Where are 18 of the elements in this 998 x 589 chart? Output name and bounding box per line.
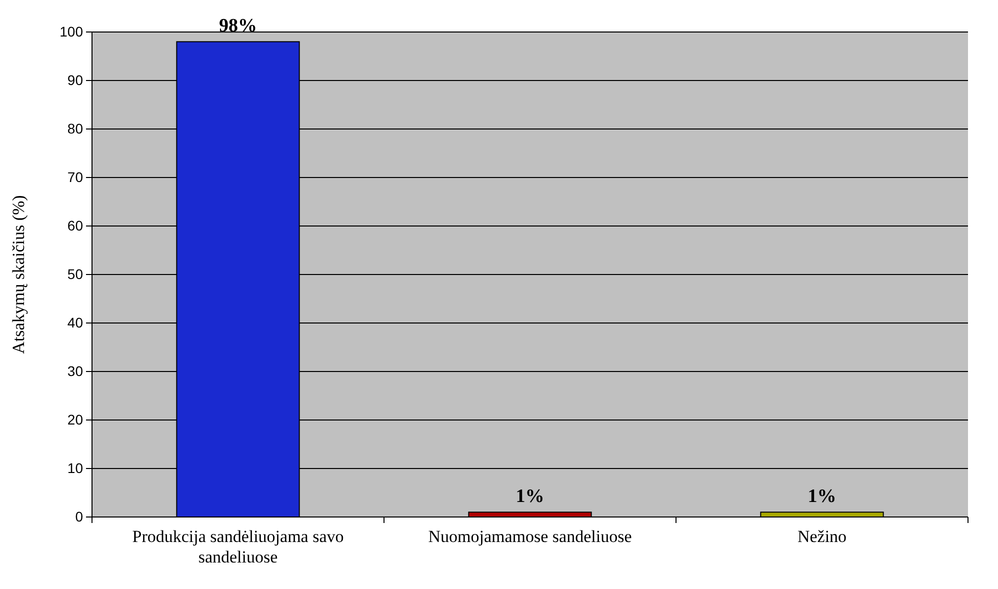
- y-tick-label: 40: [67, 314, 84, 330]
- y-tick-label: 20: [67, 411, 84, 428]
- x-tick-label: Produkcija sandėliuojama savo sandeliuose: [132, 527, 344, 566]
- y-tick-label: 70: [67, 168, 84, 185]
- y-tick-label: 100: [60, 23, 84, 40]
- y-axis-title: Atsakymų skaičius (%): [9, 195, 28, 354]
- data-label: 98%: [219, 16, 257, 37]
- y-tick-label: 60: [67, 217, 84, 234]
- y-tick-label: 30: [67, 362, 84, 379]
- y-tick-label: 0: [75, 508, 84, 524]
- y-tick-label: 50: [67, 266, 84, 282]
- x-tick-label: Nežino: [797, 527, 847, 546]
- data-label: 1%: [808, 486, 836, 508]
- data-label: 1%: [516, 486, 544, 508]
- y-tick-label: 10: [67, 460, 84, 476]
- x-tick-label: Nuomojamamose sandeliuose: [428, 527, 632, 546]
- y-tick-label: 90: [67, 72, 84, 88]
- y-tick-label: 80: [67, 120, 84, 136]
